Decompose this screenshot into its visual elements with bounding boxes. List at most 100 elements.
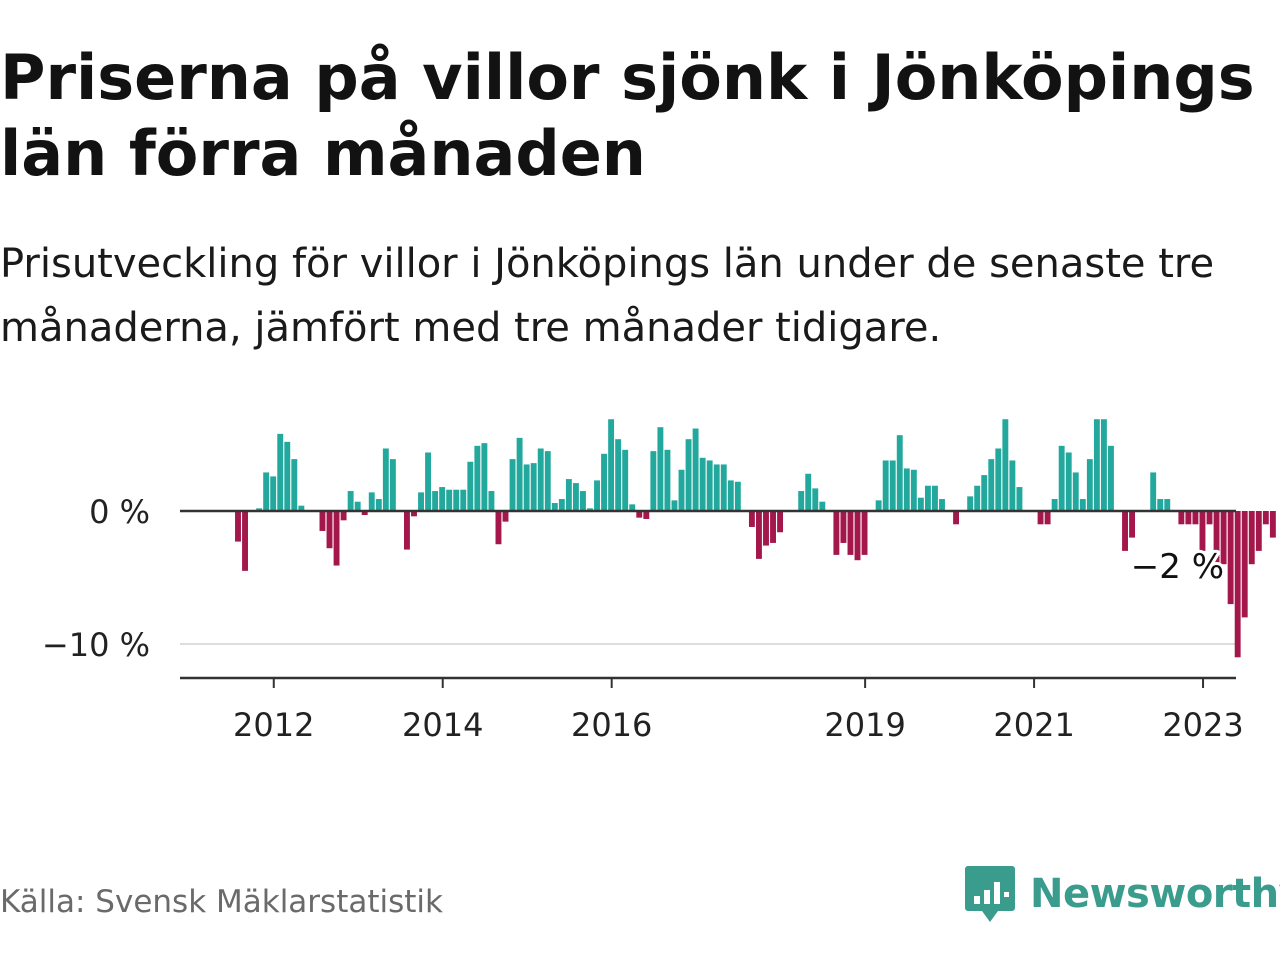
chart-bar bbox=[594, 480, 600, 511]
chart-bar bbox=[1199, 511, 1206, 551]
chart-bar bbox=[565, 479, 572, 511]
chart-bar bbox=[1002, 419, 1009, 511]
chart-bar bbox=[1220, 511, 1227, 565]
chart-bar bbox=[277, 433, 284, 511]
chart-bar bbox=[608, 419, 615, 511]
chart-bar bbox=[798, 491, 805, 511]
chart-bar bbox=[967, 496, 974, 511]
chart-bar bbox=[1164, 499, 1171, 511]
chart-bar bbox=[1255, 511, 1262, 551]
brand-name: Newsworthy bbox=[1030, 871, 1280, 917]
chart-bar bbox=[1185, 511, 1192, 525]
chart-bar bbox=[375, 499, 382, 511]
chart-bar bbox=[643, 511, 650, 519]
chart-bar bbox=[615, 439, 622, 511]
x-tick-label: 2014 bbox=[402, 706, 483, 744]
chart-bar bbox=[467, 461, 474, 511]
x-tick-label: 2012 bbox=[233, 706, 314, 744]
y-tick-label: 0 % bbox=[89, 493, 150, 531]
chart-bar bbox=[460, 489, 467, 511]
chart-bar bbox=[847, 511, 854, 555]
chart-bar bbox=[488, 491, 495, 511]
chart-bar bbox=[727, 480, 734, 511]
chart-bar bbox=[777, 511, 784, 533]
chart-bar bbox=[1129, 511, 1136, 538]
chart-bar bbox=[678, 469, 685, 511]
chart-bar bbox=[1248, 511, 1255, 565]
chart-bar bbox=[298, 505, 305, 511]
chart-bar bbox=[713, 464, 720, 511]
chart-bar bbox=[748, 511, 755, 527]
chart-bar bbox=[981, 475, 988, 511]
chart-bar bbox=[1108, 445, 1114, 511]
chart-bar bbox=[1192, 511, 1199, 525]
chart-bar bbox=[939, 499, 945, 511]
x-tick-label: 2023 bbox=[1162, 706, 1243, 744]
chart-bar bbox=[242, 511, 248, 571]
chart-title: Priserna på villor sjönk i Jönköpings lä… bbox=[0, 41, 1255, 190]
chart-bar bbox=[1051, 499, 1058, 511]
chart-bar bbox=[587, 508, 593, 511]
chart-bar bbox=[1157, 499, 1164, 511]
chart-bar bbox=[974, 485, 981, 511]
chart-bar bbox=[1093, 419, 1100, 511]
newsworthy-logo[interactable]: Newsworthy bbox=[964, 864, 1280, 924]
chart-bar bbox=[418, 492, 424, 511]
chart-bar bbox=[425, 452, 432, 511]
chart-bar bbox=[1150, 472, 1157, 511]
chart-subtitle: Prisutveckling för villor i Jönköpings l… bbox=[0, 241, 1215, 351]
chart-bar bbox=[572, 483, 579, 511]
chart-bar bbox=[530, 463, 537, 511]
chart-bar bbox=[650, 451, 657, 511]
chart-bar bbox=[495, 511, 502, 545]
chart-bar bbox=[368, 492, 375, 511]
chart-bar bbox=[284, 441, 291, 511]
newsworthy-logo-icon bbox=[965, 866, 1015, 922]
chart-bar bbox=[404, 511, 410, 550]
chart-bar bbox=[509, 459, 516, 511]
chart-bar bbox=[734, 481, 741, 511]
chart-bar bbox=[861, 511, 868, 555]
chart-bar bbox=[1037, 511, 1044, 525]
chart-bar bbox=[1234, 511, 1241, 658]
chart-bar bbox=[812, 488, 819, 511]
chart-bar bbox=[854, 511, 861, 561]
chart-bar bbox=[720, 464, 727, 511]
x-tick-label: 2019 bbox=[824, 706, 905, 744]
bar-chart: 0 % −10 % 2012 2014 2016 2019 2021 2023 −2 % bbox=[42, 419, 1276, 744]
chart-bar bbox=[629, 504, 636, 511]
chart-bar bbox=[1213, 511, 1220, 565]
chart-bar bbox=[382, 448, 389, 511]
chart-bar bbox=[1009, 460, 1016, 511]
chart-bar bbox=[1206, 511, 1213, 525]
chart-bar bbox=[995, 448, 1002, 511]
chart-bar bbox=[1269, 511, 1276, 538]
chart-bar bbox=[1100, 419, 1107, 511]
chart-bar bbox=[1044, 511, 1051, 525]
chart-bar bbox=[756, 511, 762, 559]
chart-bar bbox=[601, 453, 608, 511]
y-tick-label: −10 % bbox=[42, 626, 150, 664]
chart-bar bbox=[523, 464, 530, 511]
chart-bar bbox=[685, 439, 692, 511]
x-tick-label: 2021 bbox=[993, 706, 1074, 744]
chart-bar bbox=[622, 449, 629, 511]
chart-bar bbox=[1016, 487, 1023, 511]
chart-bar bbox=[657, 427, 664, 511]
chart-bar bbox=[706, 460, 713, 511]
chart-bar bbox=[411, 511, 417, 517]
chart-bar bbox=[580, 491, 586, 511]
chart-bar bbox=[889, 460, 896, 511]
chart-bar bbox=[551, 503, 558, 511]
chart-bar bbox=[326, 511, 333, 549]
chart-bar bbox=[319, 511, 326, 531]
chart-bar bbox=[875, 500, 882, 511]
chart-bar bbox=[361, 511, 368, 515]
chart-bar bbox=[840, 511, 847, 543]
chart-bar bbox=[692, 428, 699, 511]
chart-bar bbox=[1241, 511, 1248, 618]
chart-bar bbox=[953, 511, 960, 525]
chart-bar bbox=[453, 489, 460, 511]
x-tick-label: 2016 bbox=[571, 706, 652, 744]
chart-bar bbox=[235, 511, 241, 542]
